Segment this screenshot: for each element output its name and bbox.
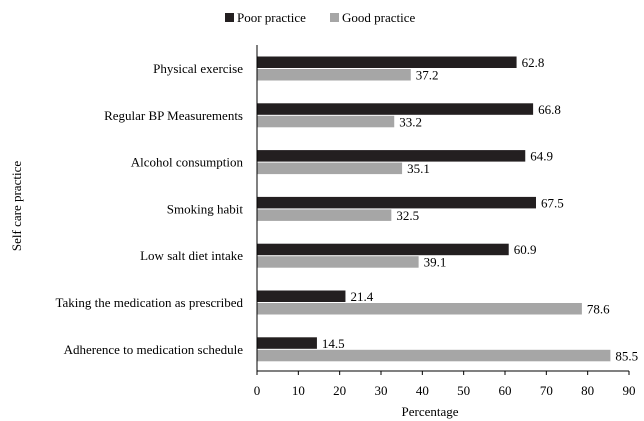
- bar-good-practice: [257, 303, 582, 315]
- x-axis: 0 10 20 30 40 50 60 70 80 90: [254, 45, 636, 398]
- category-label: Adherence to medication schedule: [64, 342, 244, 357]
- x-tick-label: 90: [623, 383, 636, 398]
- x-axis-label: Percentage: [401, 404, 458, 419]
- bar-poor-practice: [257, 243, 509, 256]
- data-labels: 62.8 37.2 66.8 33.2 64.9 35.1 67.5 32.5 60.9 39.1…: [322, 55, 638, 363]
- x-tick-label: 10: [292, 383, 305, 398]
- legend: Poor practice Good practice: [225, 10, 416, 25]
- bar-poor-practice: [257, 337, 317, 349]
- category-label: Physical exercise: [153, 61, 243, 76]
- x-tick-label: 70: [540, 383, 553, 398]
- x-tick-label: 0: [254, 383, 261, 398]
- data-label: 85.5: [615, 348, 638, 363]
- data-label: 60.9: [514, 242, 537, 257]
- category-label: Regular BP Measurements: [104, 108, 243, 123]
- x-tick-label: 40: [416, 383, 429, 398]
- legend-label-poor: Poor practice: [237, 10, 306, 25]
- category-label: Smoking habit: [167, 201, 244, 216]
- x-tick-label: 50: [457, 383, 470, 398]
- x-tick-label: 80: [581, 383, 594, 398]
- data-label: 66.8: [538, 102, 561, 117]
- data-label: 37.2: [416, 68, 439, 83]
- legend-label-good: Good practice: [342, 10, 416, 25]
- category-label: Alcohol consumption: [131, 155, 244, 170]
- bar-poor-practice: [257, 150, 526, 162]
- bar-poor-practice: [257, 56, 517, 68]
- category-labels: Physical exercise Regular BP Measurements…: [55, 61, 243, 357]
- x-tick-label: 30: [375, 383, 388, 398]
- bar-good-practice: [257, 69, 411, 81]
- bar-good-practice: [257, 115, 395, 128]
- legend-swatch-poor: [225, 13, 234, 22]
- data-label: 62.8: [522, 55, 545, 70]
- data-label: 33.2: [399, 114, 422, 129]
- x-tick-label: 20: [333, 383, 346, 398]
- data-label: 78.6: [587, 302, 610, 317]
- legend-swatch-good: [330, 13, 339, 22]
- x-tick-label: 60: [499, 383, 512, 398]
- bar-good-practice: [257, 349, 611, 362]
- y-axis-label: Self care practice: [9, 161, 24, 251]
- category-label: Taking the medication as prescribed: [55, 295, 243, 310]
- bar-good-practice: [257, 162, 403, 175]
- data-label: 32.5: [396, 208, 419, 223]
- data-label: 64.9: [530, 149, 553, 164]
- data-label: 39.1: [424, 255, 447, 270]
- bar-poor-practice: [257, 290, 346, 302]
- bars-group: [257, 56, 611, 362]
- data-label: 35.1: [407, 161, 430, 176]
- data-label: 67.5: [541, 195, 564, 210]
- data-label: 21.4: [350, 289, 373, 304]
- bar-poor-practice: [257, 196, 536, 209]
- bar-poor-practice: [257, 103, 534, 115]
- bar-good-practice: [257, 256, 419, 268]
- data-label: 14.5: [322, 336, 345, 351]
- category-label: Low salt diet intake: [140, 248, 243, 263]
- bar-good-practice: [257, 209, 392, 221]
